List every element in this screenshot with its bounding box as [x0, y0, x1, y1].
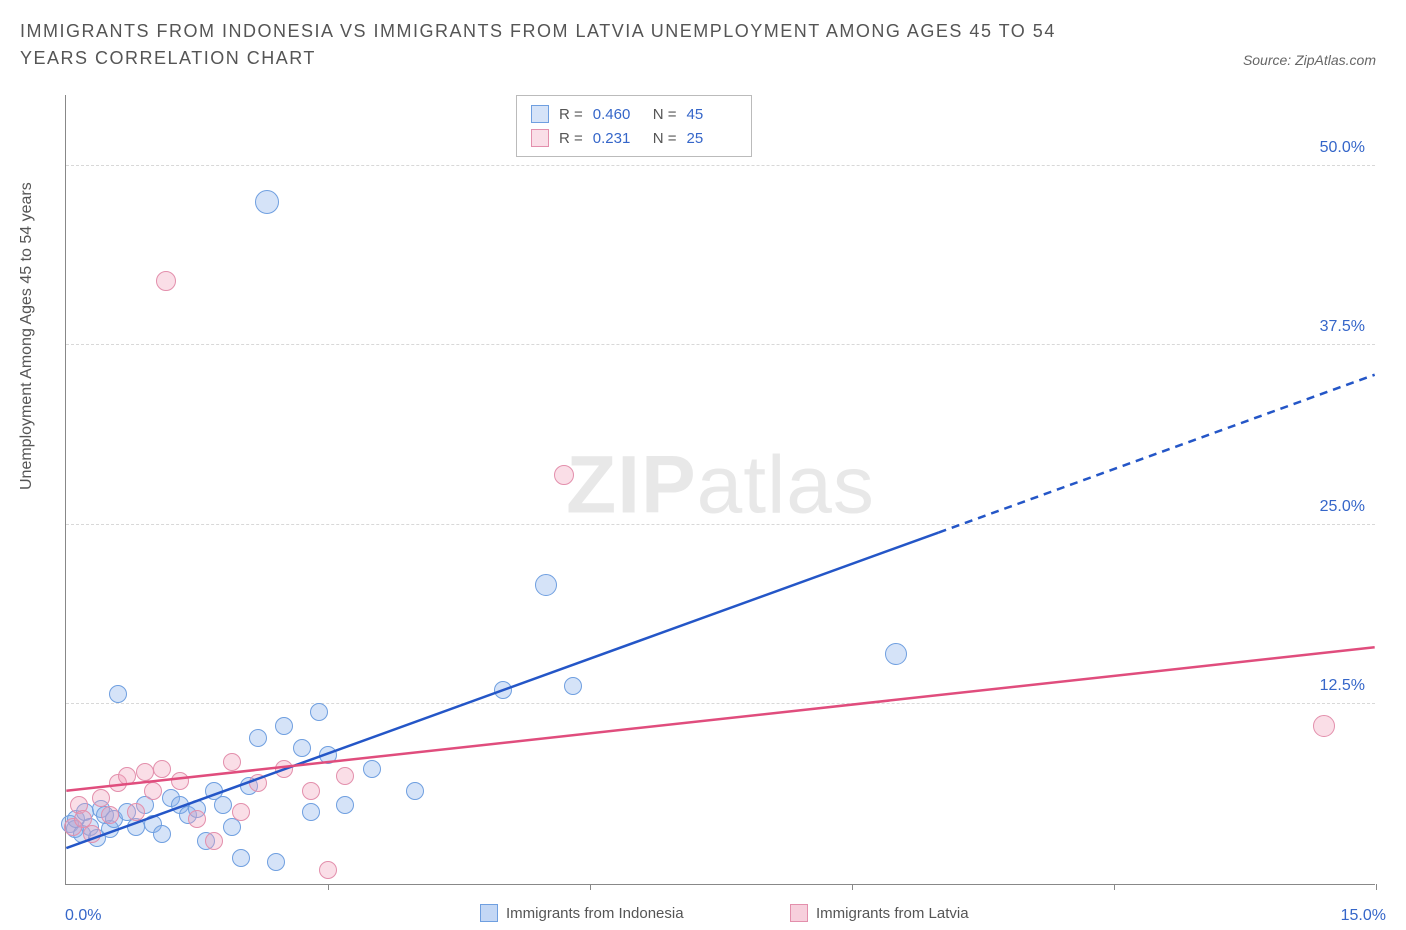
scatter-point	[83, 825, 101, 843]
legend-series-label: Immigrants from Latvia	[816, 905, 969, 922]
scatter-point	[214, 796, 232, 814]
scatter-point	[564, 677, 582, 695]
legend-r-label: R =	[559, 106, 583, 123]
legend-n-label: N =	[653, 106, 677, 123]
y-tick-label: 12.5%	[1320, 677, 1365, 695]
source-citation: Source: ZipAtlas.com	[1243, 52, 1376, 68]
scatter-point	[92, 789, 110, 807]
x-tick	[852, 884, 853, 890]
scatter-point	[363, 760, 381, 778]
y-tick-label: 25.0%	[1320, 498, 1365, 516]
scatter-point	[153, 760, 171, 778]
scatter-point	[255, 190, 279, 214]
chart-title: IMMIGRANTS FROM INDONESIA VS IMMIGRANTS …	[20, 18, 1120, 72]
legend-swatch	[531, 105, 549, 123]
gridline-h	[66, 165, 1375, 166]
scatter-point	[232, 849, 250, 867]
x-axis-min-label: 0.0%	[65, 907, 101, 925]
legend-series: Immigrants from Latvia	[790, 904, 969, 922]
scatter-point	[127, 803, 145, 821]
scatter-point	[554, 465, 574, 485]
scatter-point	[275, 717, 293, 735]
legend-n-label: N =	[653, 130, 677, 147]
y-axis-title: Unemployment Among Ages 45 to 54 years	[18, 182, 36, 490]
scatter-point	[336, 796, 354, 814]
gridline-h	[66, 524, 1375, 525]
scatter-point	[406, 782, 424, 800]
y-tick-label: 50.0%	[1320, 139, 1365, 157]
x-tick	[1376, 884, 1377, 890]
legend-stats-row: R = 0.231 N = 25	[531, 126, 737, 150]
legend-swatch	[480, 904, 498, 922]
legend-stats-box: R = 0.460 N = 45 R = 0.231 N = 25	[516, 95, 752, 157]
scatter-point	[535, 574, 557, 596]
gridline-h	[66, 344, 1375, 345]
scatter-point	[319, 746, 337, 764]
trend-lines-layer	[66, 95, 1375, 884]
trend-line	[66, 647, 1374, 790]
x-tick	[328, 884, 329, 890]
x-tick	[590, 884, 591, 890]
gridline-h	[66, 703, 1375, 704]
legend-r-value: 0.460	[593, 106, 643, 123]
legend-n-value: 25	[687, 130, 737, 147]
x-tick	[1114, 884, 1115, 890]
scatter-point	[171, 772, 189, 790]
scatter-point	[156, 271, 176, 291]
legend-r-label: R =	[559, 130, 583, 147]
scatter-point	[310, 703, 328, 721]
scatter-point	[302, 782, 320, 800]
legend-n-value: 45	[687, 106, 737, 123]
legend-swatch	[790, 904, 808, 922]
watermark: ZIPatlas	[566, 438, 875, 532]
legend-stats-row: R = 0.460 N = 45	[531, 102, 737, 126]
scatter-point	[319, 861, 337, 879]
scatter-point	[101, 806, 119, 824]
scatter-point	[144, 782, 162, 800]
scatter-point	[267, 853, 285, 871]
scatter-point	[232, 803, 250, 821]
scatter-point	[249, 729, 267, 747]
scatter-point	[336, 767, 354, 785]
scatter-point	[118, 767, 136, 785]
plot-area: ZIPatlas R = 0.460N = 45R = 0.231N = 25 …	[65, 95, 1375, 885]
scatter-point	[885, 643, 907, 665]
scatter-point	[188, 810, 206, 828]
scatter-point	[223, 753, 241, 771]
scatter-point	[275, 760, 293, 778]
scatter-point	[136, 763, 154, 781]
scatter-point	[293, 739, 311, 757]
scatter-point	[205, 832, 223, 850]
legend-swatch	[531, 129, 549, 147]
scatter-point	[249, 774, 267, 792]
legend-series-label: Immigrants from Indonesia	[506, 905, 684, 922]
scatter-point	[153, 825, 171, 843]
y-tick-label: 37.5%	[1320, 318, 1365, 336]
scatter-point	[1313, 715, 1335, 737]
scatter-point	[109, 685, 127, 703]
legend-series: Immigrants from Indonesia	[480, 904, 684, 922]
scatter-point	[302, 803, 320, 821]
x-axis-max-label: 15.0%	[1341, 907, 1386, 925]
trend-line	[939, 375, 1375, 533]
legend-r-value: 0.231	[593, 130, 643, 147]
scatter-point	[494, 681, 512, 699]
